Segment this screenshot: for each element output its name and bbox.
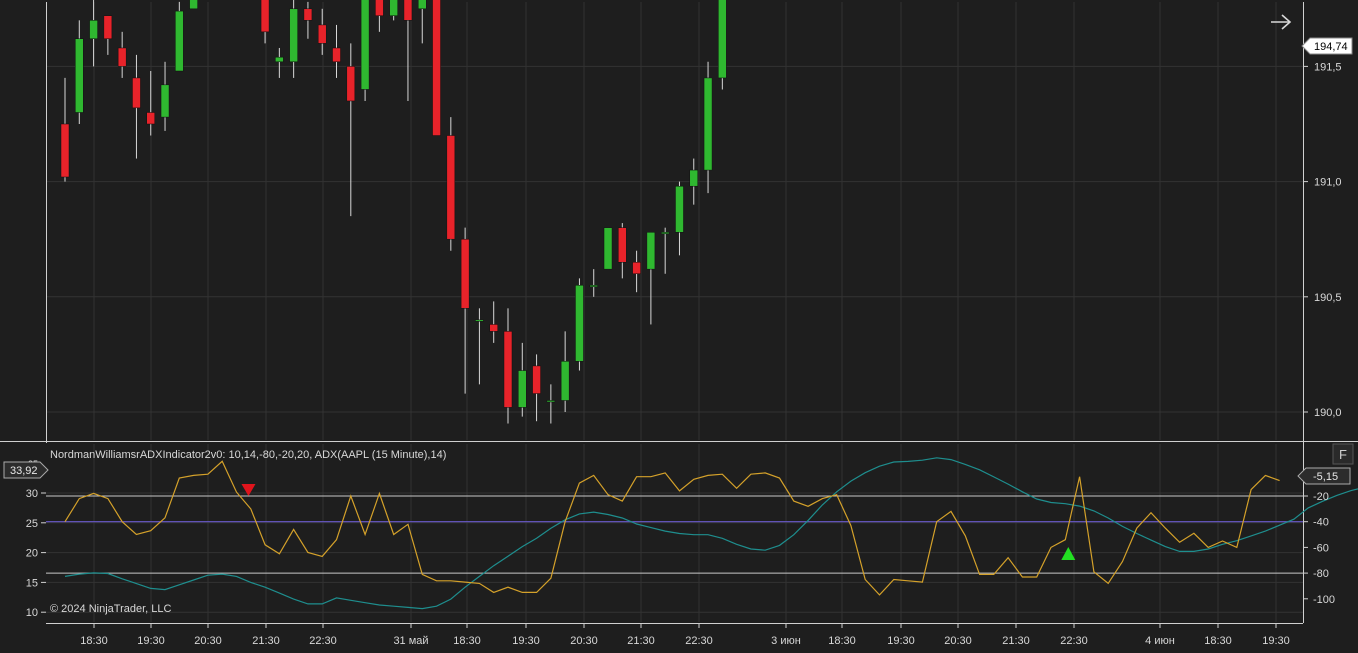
- time-tick-label: 19:30: [1262, 635, 1290, 647]
- price-tick-label: 191,0: [1314, 177, 1342, 189]
- candle-bull: [518, 370, 527, 408]
- panel-settings-button[interactable]: F: [1332, 443, 1354, 465]
- candle-bear: [317, 24, 327, 44]
- candle-bull: [718, 0, 727, 79]
- current-price-tag: 194,74: [1301, 37, 1353, 55]
- candle-bear: [375, 0, 384, 16]
- right-tick-label: -60: [1313, 542, 1329, 554]
- time-tick-label: 19:30: [512, 635, 540, 647]
- candle-bull: [603, 227, 613, 270]
- candle-bear: [303, 8, 313, 21]
- time-tick-label: 31 май: [393, 635, 428, 647]
- candle-bull: [675, 185, 684, 233]
- indicator-lines: [46, 457, 1358, 610]
- right-tick-label: -20: [1313, 491, 1329, 503]
- candle-bear: [146, 112, 155, 125]
- time-tick-label: 20:30: [944, 635, 972, 647]
- copyright-text: © 2024 NinjaTrader, LLC: [50, 603, 171, 615]
- left-tick-label: 10: [26, 607, 38, 619]
- time-tick-label: 20:30: [570, 635, 598, 647]
- candle-bull: [589, 285, 598, 288]
- left-tick-label: 15: [26, 577, 38, 589]
- candle-bull: [475, 319, 484, 322]
- right-value-tag: -5,15: [1297, 467, 1351, 485]
- candle-bull: [275, 56, 284, 63]
- candle-bear: [618, 227, 627, 263]
- time-tick-label: 22:30: [309, 635, 337, 647]
- candle-bull: [418, 0, 427, 10]
- left-value: 33,92: [10, 465, 38, 477]
- time-tick-label: 18:30: [1204, 635, 1232, 647]
- candle-bull: [546, 400, 556, 403]
- time-tick-label: 18:30: [453, 635, 481, 647]
- candle-bull: [689, 169, 699, 187]
- price-panel[interactable]: [46, 2, 1303, 440]
- price-candles: [60, 0, 727, 424]
- time-tick-label: 19:30: [137, 635, 165, 647]
- price-tick-label: 190,0: [1314, 407, 1342, 419]
- adx-line: [64, 457, 1358, 610]
- time-tick-label: 21:30: [627, 635, 655, 647]
- left-value-tag: 33,92: [3, 461, 49, 479]
- candle-bull: [389, 0, 398, 16]
- time-tick-label: 3 июн: [771, 635, 801, 647]
- candle-bear: [60, 123, 70, 178]
- candle-bear: [532, 365, 541, 394]
- candle-bear: [432, 0, 441, 136]
- candle-bull: [289, 8, 298, 63]
- time-tick-label: 18:30: [80, 635, 108, 647]
- indicator-grid: [46, 444, 1303, 622]
- candle-bear: [132, 77, 141, 109]
- price-grid: [46, 2, 1303, 440]
- candle-bull: [660, 232, 670, 235]
- time-tick-label: 22:30: [1060, 635, 1088, 647]
- candle-bull: [189, 0, 198, 10]
- time-tick-label: 19:30: [887, 635, 915, 647]
- candle-bull: [360, 0, 370, 90]
- candle-bear: [117, 47, 127, 67]
- sell-signal-marker: [241, 484, 256, 496]
- candle-bull: [560, 361, 570, 401]
- right-value: -5,15: [1313, 471, 1338, 483]
- candle-bear: [460, 238, 470, 309]
- candle-bull: [703, 77, 713, 171]
- candle-bull: [575, 285, 584, 362]
- time-tick-label: 4 июн: [1145, 635, 1175, 647]
- candle-bull: [160, 84, 170, 118]
- candle-bull: [89, 20, 98, 40]
- arrow-right-icon[interactable]: [1271, 14, 1292, 30]
- candle-bear: [446, 135, 456, 240]
- candle-bear: [403, 0, 413, 21]
- time-tick-label: 20:30: [194, 635, 222, 647]
- candle-bear: [346, 66, 356, 102]
- williams-r-line: [64, 460, 1280, 596]
- right-tick-label: -80: [1313, 568, 1329, 580]
- time-tick-label: 22:30: [685, 635, 713, 647]
- time-axis[interactable]: 18:30 19:30 20:30 21:30 22:30 31 май 18:30 19:3…: [80, 623, 1290, 647]
- right-tick-label: -40: [1313, 517, 1329, 529]
- price-tick-label: 191,5: [1314, 61, 1342, 73]
- candle-bull: [75, 38, 84, 113]
- current-price-value: 194,74: [1314, 41, 1348, 53]
- left-tick-label: 30: [26, 488, 38, 500]
- buy-signal-marker: [1061, 547, 1076, 560]
- panel-button-label: F: [1339, 447, 1347, 462]
- candle-bull: [646, 232, 656, 270]
- time-tick-label: 18:30: [828, 635, 856, 647]
- time-tick-label: 21:30: [1002, 635, 1030, 647]
- candle-bear: [103, 15, 113, 40]
- candle-bear: [332, 47, 341, 63]
- candle-bear: [489, 324, 498, 332]
- time-tick-label: 21:30: [252, 635, 280, 647]
- candle-bear: [632, 261, 641, 275]
- left-tick-label: 20: [26, 548, 38, 560]
- candle-bear: [503, 331, 513, 408]
- candle-bull: [175, 10, 184, 72]
- right-tick-label: -100: [1313, 594, 1335, 606]
- indicator-label: NordmanWilliamsrADXIndicator2v0: 10,14,-…: [50, 449, 446, 461]
- left-tick-label: 25: [26, 518, 38, 530]
- price-tick-label: 190,5: [1314, 292, 1342, 304]
- candle-bear: [260, 0, 270, 33]
